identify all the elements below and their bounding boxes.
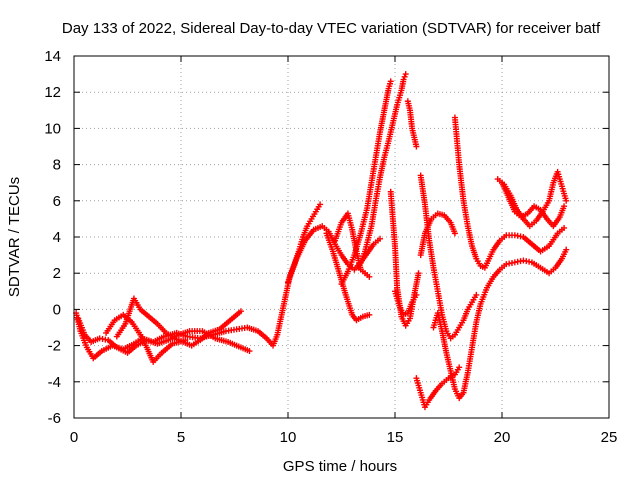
- data-point: [401, 73, 408, 80]
- x-tick-label: 15: [387, 429, 404, 446]
- data-points: [73, 71, 570, 411]
- data-point: [456, 364, 463, 371]
- series-sat-k: [392, 288, 420, 318]
- series-sat-i: [355, 71, 409, 271]
- x-tick-label: 0: [70, 429, 78, 446]
- series-sat-d: [103, 311, 189, 365]
- y-axis-label: SDTVAR / TECUs: [6, 177, 23, 297]
- y-tick-label: 2: [53, 265, 61, 282]
- data-point: [415, 270, 422, 277]
- grid-lines: [74, 56, 609, 418]
- data-point: [237, 308, 244, 315]
- series-sat-s: [499, 179, 568, 230]
- axis-ticks: 0 5 10 15 20 25 -6 -4 -2 0 2 4 6 8 10 12 14: [44, 48, 617, 446]
- series-sat-q: [451, 114, 568, 271]
- y-tick-label: 14: [44, 48, 61, 65]
- data-point: [561, 203, 568, 210]
- y-tick-label: -6: [48, 410, 61, 427]
- chart-title: Day 133 of 2022, Sidereal Day-to-day VTE…: [62, 20, 601, 37]
- y-tick-label: 0: [53, 301, 61, 318]
- data-point: [400, 76, 407, 83]
- x-tick-label: 20: [494, 429, 511, 446]
- data-point: [377, 235, 384, 242]
- series-sat-l: [404, 98, 420, 150]
- data-point: [561, 224, 568, 231]
- x-tick-label: 10: [280, 429, 297, 446]
- data-point: [563, 246, 570, 253]
- x-tick-label: 25: [601, 429, 618, 446]
- series-sat-h: [338, 78, 394, 288]
- data-point: [387, 78, 394, 85]
- data-point: [366, 273, 373, 280]
- data-point: [317, 201, 324, 208]
- data-point: [182, 337, 189, 344]
- y-tick-label: -2: [48, 338, 61, 355]
- y-tick-label: 10: [44, 120, 61, 137]
- series-sat-n: [417, 210, 458, 259]
- data-point: [366, 311, 373, 318]
- data-point: [402, 71, 409, 78]
- data-point: [451, 230, 458, 237]
- y-tick-label: 6: [53, 193, 61, 210]
- data-point: [246, 348, 253, 355]
- y-tick-label: -4: [48, 374, 61, 391]
- series-sat-a: [73, 201, 324, 362]
- x-axis-label: GPS time / hours: [283, 458, 397, 475]
- series-sat-j: [387, 188, 422, 329]
- series-sat-m: [417, 172, 480, 342]
- data-point: [413, 291, 420, 298]
- data-point: [473, 291, 480, 298]
- y-tick-label: 8: [53, 157, 61, 174]
- x-tick-label: 5: [177, 429, 185, 446]
- data-point: [563, 197, 570, 204]
- y-tick-label: 4: [53, 229, 61, 246]
- data-point: [413, 143, 420, 150]
- y-tick-label: 12: [44, 84, 61, 101]
- series-sat-p: [430, 246, 570, 402]
